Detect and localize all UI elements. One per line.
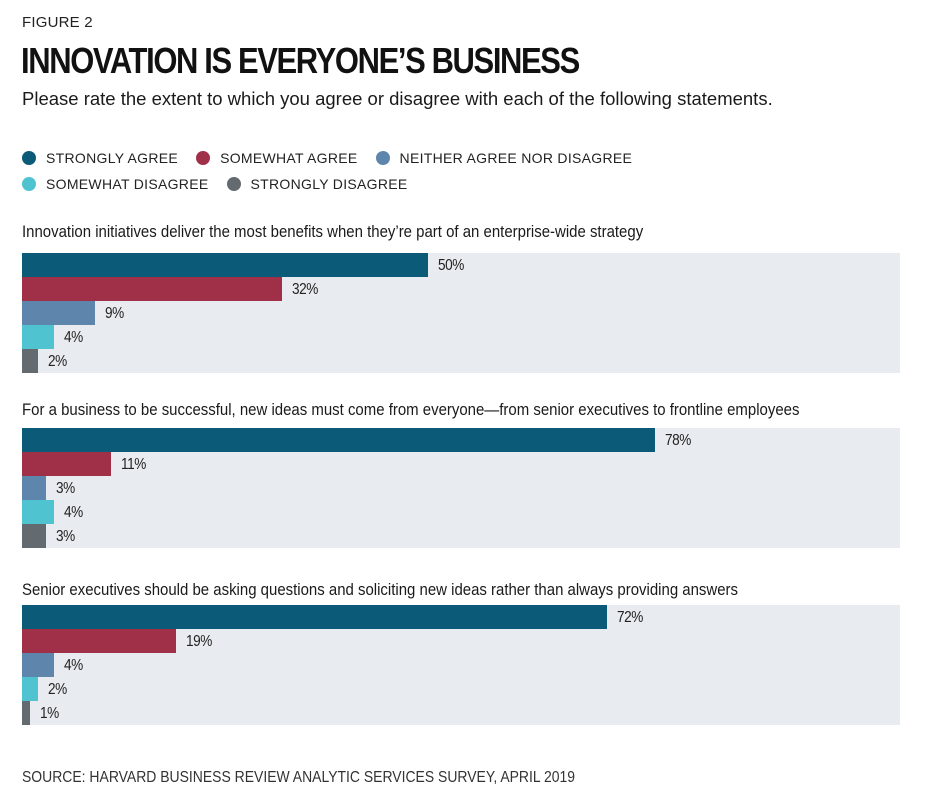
bar-value-label: 3%	[56, 480, 75, 497]
bar-somewhat-agree	[22, 277, 282, 301]
bar-somewhat-disagree	[22, 325, 54, 349]
question-3-label: Senior executives should be asking quest…	[22, 580, 739, 599]
bar-value-label: 2%	[48, 681, 67, 698]
bar-value-label: 4%	[64, 504, 83, 521]
bar-value-label: 78%	[665, 432, 691, 449]
legend-label: STRONGLY DISAGREE	[250, 176, 408, 192]
bar-value-label: 1%	[40, 705, 59, 722]
bar-value-label: 72%	[617, 609, 643, 626]
question-1-panel: 50% 32% 9% 4% 2%	[22, 253, 900, 373]
bar-value-label: 4%	[64, 657, 83, 674]
question-2-panel: 78% 11% 3% 4% 3%	[22, 428, 900, 548]
bar-value-label: 4%	[64, 329, 83, 346]
bar-value-label: 2%	[48, 353, 67, 370]
bar-somewhat-disagree	[22, 500, 54, 524]
legend-item-somewhat-agree: SOMEWHAT AGREE	[196, 150, 357, 166]
chart-title: INNOVATION IS EVERYONE’S BUSINESS	[21, 40, 580, 81]
legend-label: STRONGLY AGREE	[46, 150, 179, 166]
legend-label: NEITHER AGREE NOR DISAGREE	[399, 150, 633, 166]
legend-item-strongly-disagree: STRONGLY DISAGREE	[226, 176, 408, 192]
bar-neither	[22, 476, 46, 500]
bar-strongly-agree	[22, 605, 607, 629]
bar-strongly-disagree	[22, 349, 38, 373]
bar-somewhat-disagree	[22, 677, 38, 701]
legend-label: SOMEWHAT AGREE	[220, 150, 358, 166]
legend-swatch	[22, 151, 36, 165]
legend-swatch	[226, 177, 241, 191]
legend-swatch	[196, 151, 211, 165]
chart-subtitle: Please rate the extent to which you agre…	[22, 88, 773, 109]
question-2-label: For a business to be successful, new ide…	[22, 400, 800, 419]
legend-item-somewhat-disagree: SOMEWHAT DISAGREE	[22, 176, 209, 192]
legend-row: SOMEWHAT DISAGREE STRONGLY DISAGREE	[22, 171, 902, 197]
bar-value-label: 3%	[56, 528, 75, 545]
source-note: SOURCE: HARVARD BUSINESS REVIEW ANALYTIC…	[22, 769, 576, 786]
bar-neither	[22, 653, 54, 677]
bar-value-label: 19%	[186, 633, 212, 650]
legend-item-neither: NEITHER AGREE NOR DISAGREE	[375, 150, 633, 166]
bar-value-label: 32%	[292, 281, 318, 298]
bar-value-label: 50%	[438, 257, 464, 274]
figure-label: FIGURE 2	[22, 14, 93, 31]
bar-strongly-disagree	[22, 524, 46, 548]
legend-swatch	[22, 177, 36, 191]
legend-row: STRONGLY AGREE SOMEWHAT AGREE NEITHER AG…	[22, 145, 902, 171]
legend: STRONGLY AGREE SOMEWHAT AGREE NEITHER AG…	[22, 145, 902, 197]
bar-value-label: 11%	[121, 456, 146, 473]
bar-strongly-agree	[22, 428, 655, 452]
bar-strongly-agree	[22, 253, 428, 277]
question-1-label: Innovation initiatives deliver the most …	[22, 222, 644, 241]
bar-value-label: 9%	[105, 305, 124, 322]
bar-somewhat-agree	[22, 629, 176, 653]
bar-neither	[22, 301, 95, 325]
bar-strongly-disagree	[22, 701, 30, 725]
legend-item-strongly-agree: STRONGLY AGREE	[22, 150, 178, 166]
legend-label: SOMEWHAT DISAGREE	[46, 176, 209, 192]
question-3-panel: 72% 19% 4% 2% 1%	[22, 605, 900, 725]
bar-somewhat-agree	[22, 452, 111, 476]
legend-swatch	[375, 151, 390, 165]
